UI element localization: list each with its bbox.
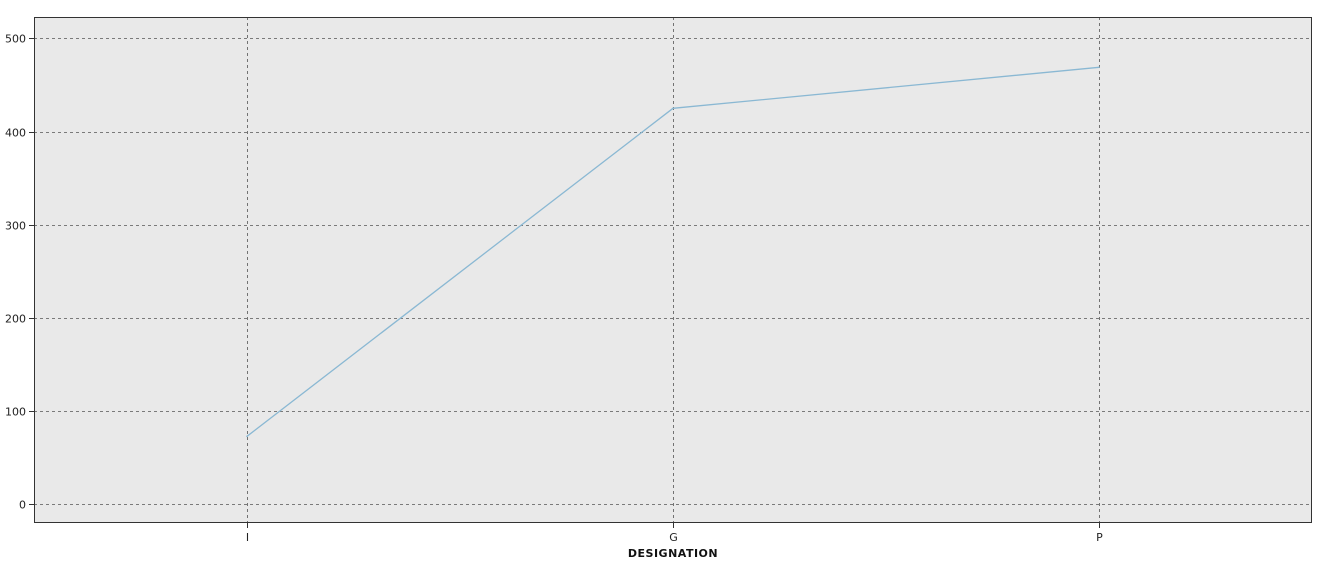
data-point xyxy=(672,107,674,110)
y-tick-label: 300 xyxy=(5,220,26,233)
y-tick-label: 400 xyxy=(5,127,26,140)
x-tick-label: G xyxy=(669,531,678,544)
data-point xyxy=(246,435,248,438)
y-tick-label: 100 xyxy=(5,406,26,419)
x-tick-label: I xyxy=(246,531,249,544)
y-tick-label: 200 xyxy=(5,313,26,326)
plot-frame xyxy=(34,17,1312,523)
y-tick-label: 0 xyxy=(19,499,26,512)
plot-area xyxy=(34,17,1312,523)
axes: 0 100 200 300 400 500 I G P xyxy=(5,33,1103,545)
x-tick-label: P xyxy=(1096,531,1103,544)
series-layer xyxy=(246,66,1100,438)
grid-lines xyxy=(34,17,1312,523)
data-point xyxy=(1098,66,1100,69)
y-tick-label: 500 xyxy=(5,33,26,46)
x-axis-title: DESIGNATION xyxy=(628,547,718,560)
